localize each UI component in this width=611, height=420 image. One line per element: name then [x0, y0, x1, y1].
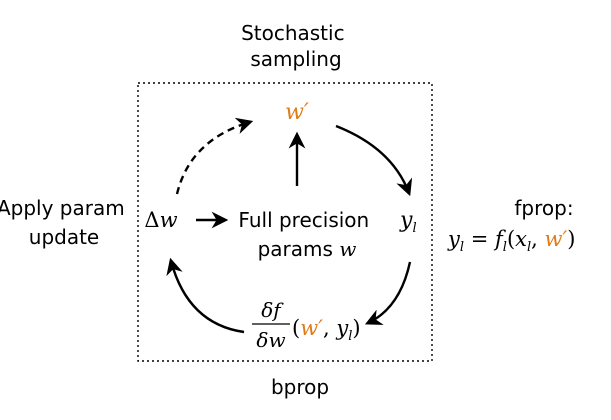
- full-precision-params-node: Full precision params w: [238, 208, 375, 261]
- y-l-node: yl: [399, 208, 417, 236]
- delta-w-node: Δw: [144, 208, 177, 232]
- w-prime-node: w′: [285, 100, 309, 125]
- fprop-w-prime: w′: [545, 227, 568, 251]
- stochastic-sampling-label: Stochastic sampling: [241, 21, 351, 71]
- gradient-w-prime: w′: [300, 316, 323, 340]
- fprop-label: fprop:: [514, 196, 573, 220]
- gradient-numerator: δf: [261, 298, 284, 322]
- arrow-delta-w-to-w-prime-dashed: [175, 117, 254, 195]
- arrow-gradient-to-delta-w: [166, 257, 245, 334]
- gradient-node: δf δw (w′, yl): [252, 298, 361, 352]
- arrow-y-l-to-gradient: [364, 261, 412, 325]
- dotted-frame: [137, 82, 433, 362]
- fprop-equation: yl = fl(xl, w′): [447, 227, 575, 255]
- gradient-arguments: (w′, yl): [292, 316, 361, 344]
- apply-param-update-label: Apply param update: [0, 196, 131, 249]
- gradient-denominator: δw: [256, 328, 285, 352]
- bprop-label: bprop: [271, 375, 329, 399]
- arrow-w-prime-to-y-l: [335, 124, 413, 197]
